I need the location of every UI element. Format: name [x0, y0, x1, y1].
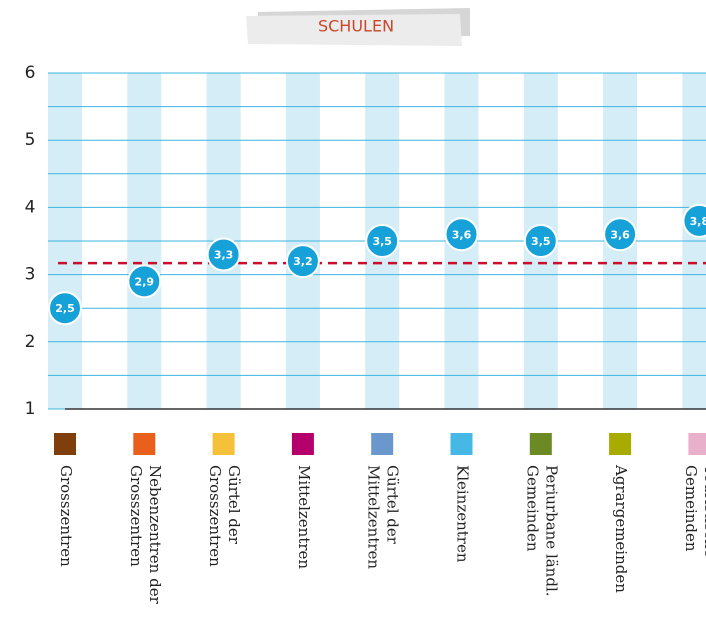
dot	[206, 237, 241, 272]
data-label: 3,5	[372, 235, 392, 248]
x-tick-label: Agrargemeinden	[612, 464, 630, 593]
legend-swatch	[688, 433, 706, 455]
data-label: 2,9	[135, 275, 155, 288]
x-tick-label: Mittelzentren	[295, 465, 313, 569]
x-tick-label: Kleinzentren	[454, 465, 472, 563]
legend-swatch	[291, 433, 314, 455]
x-tick-label: Periurbane ländl.	[542, 465, 560, 597]
dot	[444, 217, 479, 252]
legend-swatch	[450, 433, 473, 455]
dot	[682, 203, 706, 238]
dot	[48, 291, 82, 326]
y-tick-label: 6	[25, 63, 36, 83]
title-banner	[246, 8, 470, 46]
y-tick-label: 2	[25, 332, 36, 352]
x-tick-label: Grosszentren	[127, 465, 145, 567]
x-tick-label: Mittelzentren	[365, 465, 383, 569]
data-label: 2,5	[55, 302, 75, 315]
legend-swatch	[54, 433, 76, 455]
dot	[127, 264, 162, 299]
x-tick-label: Grosszentren	[57, 465, 75, 567]
x-tick-label: Gemeinden	[523, 465, 541, 552]
legend-swatch	[529, 433, 552, 455]
legend-swatch	[371, 433, 394, 455]
y-tick-label: 3	[25, 265, 36, 285]
legend-swatch	[609, 433, 632, 455]
legend-swatch	[212, 433, 235, 455]
x-tick-label: Gemeinden	[682, 465, 700, 552]
dot	[365, 224, 400, 258]
x-tick-label: Gürtel der	[384, 465, 402, 545]
data-label: 3,3	[214, 248, 234, 261]
x-tick-label: Nebenzentren der	[146, 465, 164, 605]
dot	[523, 224, 558, 258]
data-label: 3,6	[452, 228, 472, 241]
y-tick-label: 1	[25, 399, 36, 419]
chart-title: SCHULEN	[318, 17, 394, 36]
dot	[603, 217, 638, 252]
dot	[285, 244, 320, 279]
y-tick-label: 5	[25, 130, 36, 150]
data-label: 3,8	[690, 215, 706, 228]
data-label: 3,6	[610, 228, 630, 241]
x-tick-label: Touristische	[701, 465, 706, 558]
x-tick-label: Grosszentren	[206, 465, 224, 567]
legend-swatch	[133, 433, 156, 455]
y-tick-label: 4	[25, 197, 36, 217]
x-tick-label: Gürtel der	[225, 465, 243, 545]
data-label: 3,2	[293, 255, 313, 268]
data-label: 3,5	[531, 235, 551, 248]
